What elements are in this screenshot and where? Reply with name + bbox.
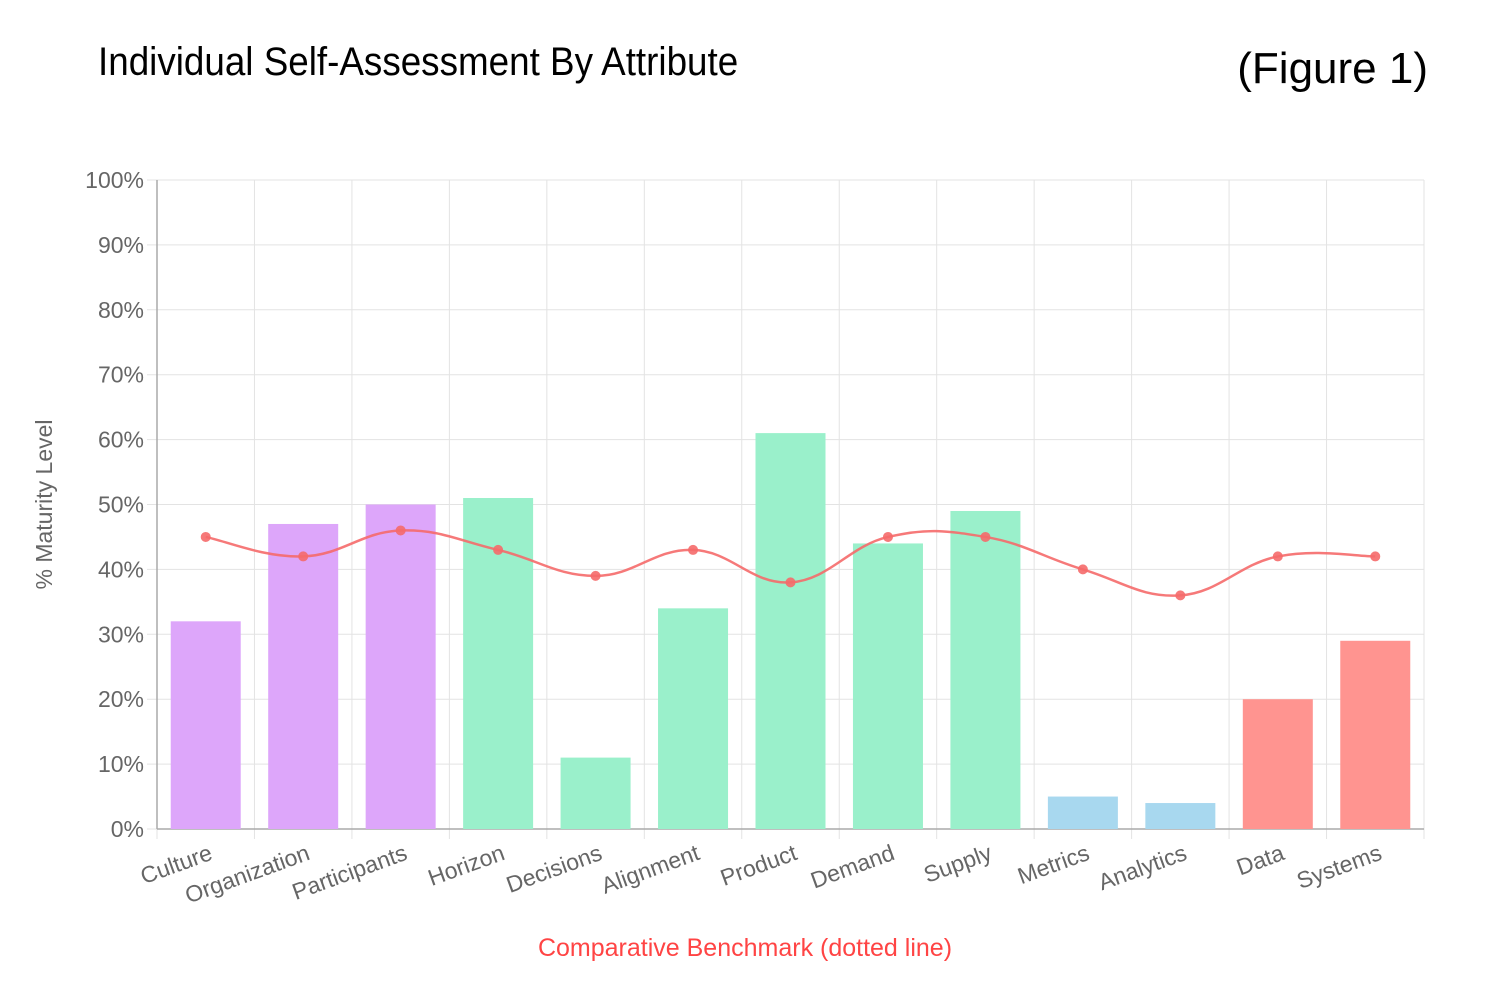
- bar-organization: [268, 523, 339, 829]
- benchmark-point-decisions: [590, 570, 601, 581]
- benchmark-point-supply: [980, 531, 991, 542]
- bar-demand: [852, 543, 923, 829]
- bar-product: [755, 433, 826, 829]
- x-tick-label: Analytics: [1095, 839, 1190, 895]
- y-tick-label: 80%: [98, 297, 144, 323]
- benchmark-point-culture: [200, 531, 211, 542]
- x-tick-label: Systems: [1293, 839, 1385, 894]
- x-tick-label: Horizon: [424, 839, 507, 891]
- bar-culture: [170, 621, 241, 829]
- bar-systems: [1340, 640, 1411, 829]
- x-tick-label: Metrics: [1014, 839, 1093, 889]
- bar-data: [1242, 699, 1313, 829]
- x-tick-label: Demand: [807, 839, 898, 893]
- bar-supply: [950, 510, 1021, 829]
- y-tick-label: 0%: [111, 816, 144, 842]
- x-tick-label: Decisions: [503, 839, 606, 898]
- chart-title: Individual Self-Assessment By Attribute: [98, 40, 739, 84]
- benchmark-caption: Comparative Benchmark (dotted line): [537, 934, 953, 962]
- benchmark-point-systems: [1370, 551, 1381, 562]
- y-tick-label: 10%: [98, 751, 144, 777]
- y-tick-label: 70%: [98, 362, 144, 388]
- x-tick-label: Product: [717, 839, 801, 891]
- y-tick-label: 40%: [98, 556, 144, 582]
- benchmark-point-analytics: [1175, 590, 1186, 601]
- bar-decisions: [560, 757, 631, 829]
- benchmark-point-data: [1272, 551, 1283, 562]
- benchmark-point-organization: [298, 551, 309, 562]
- y-tick-label: 50%: [98, 492, 144, 518]
- benchmark-point-demand: [882, 531, 893, 542]
- y-tick-label: 30%: [98, 621, 144, 647]
- y-tick-label: 20%: [98, 686, 144, 712]
- bar-alignment: [658, 608, 729, 829]
- benchmark-point-horizon: [493, 544, 504, 555]
- figure-label: (Figure 1): [1237, 44, 1428, 93]
- bar-analytics: [1145, 803, 1216, 829]
- y-tick-label: 90%: [98, 232, 144, 258]
- x-tick-label: Supply: [920, 839, 995, 888]
- benchmark-point-participants: [395, 525, 406, 536]
- y-tick-label: 60%: [98, 427, 144, 453]
- bar-metrics: [1047, 796, 1118, 829]
- y-tick-label: 100%: [85, 167, 144, 193]
- y-axis-label: % Maturity Level: [31, 419, 57, 589]
- bar-participants: [365, 504, 436, 829]
- x-tick-label: Alignment: [598, 839, 704, 899]
- benchmark-point-alignment: [688, 544, 699, 555]
- benchmark-point-product: [785, 577, 796, 588]
- benchmark-point-metrics: [1077, 564, 1088, 575]
- x-tick-label: Data: [1233, 839, 1288, 880]
